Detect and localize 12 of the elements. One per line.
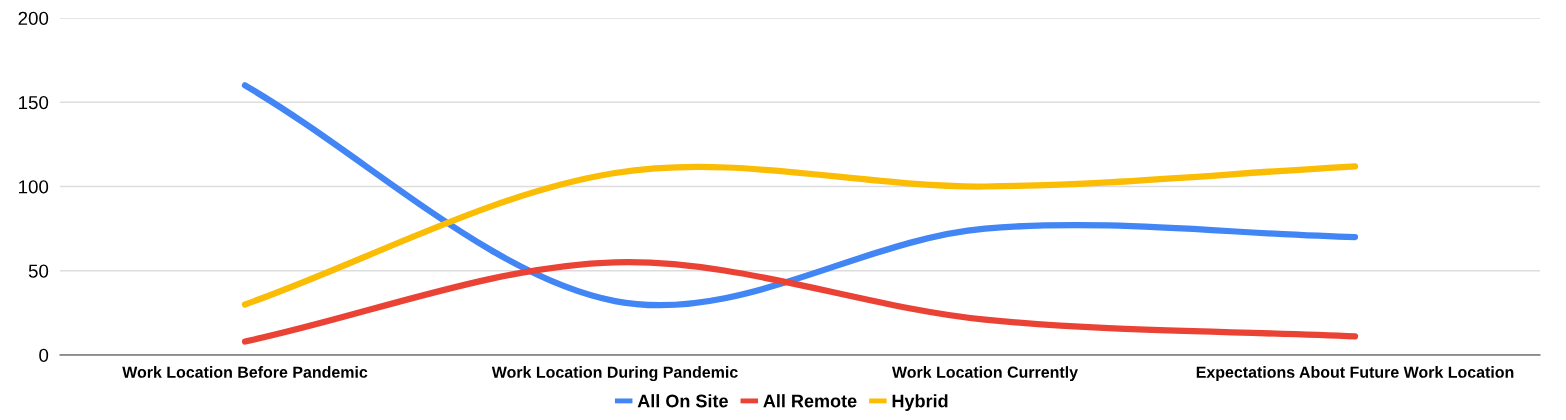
y-tick-label: 150 bbox=[19, 95, 49, 110]
y-tick-label: 200 bbox=[18, 11, 49, 25]
x-tick-label: Work Location Before Pandemic bbox=[122, 366, 368, 378]
x-tick-label: Work Location During Pandemic bbox=[491, 366, 738, 382]
x-tick-label: Work Location Currently bbox=[891, 366, 1078, 381]
y-tick-label: 0 bbox=[39, 348, 49, 362]
y-tick-label: 50 bbox=[28, 264, 49, 278]
y-tick-label: 100 bbox=[19, 180, 49, 194]
legend-label: All On Site bbox=[637, 394, 728, 408]
x-tick-label: Expectations About Future Work Location bbox=[1196, 366, 1514, 381]
legend-label: Hybrid bbox=[892, 394, 948, 411]
legend-label: All Remote bbox=[763, 394, 857, 408]
